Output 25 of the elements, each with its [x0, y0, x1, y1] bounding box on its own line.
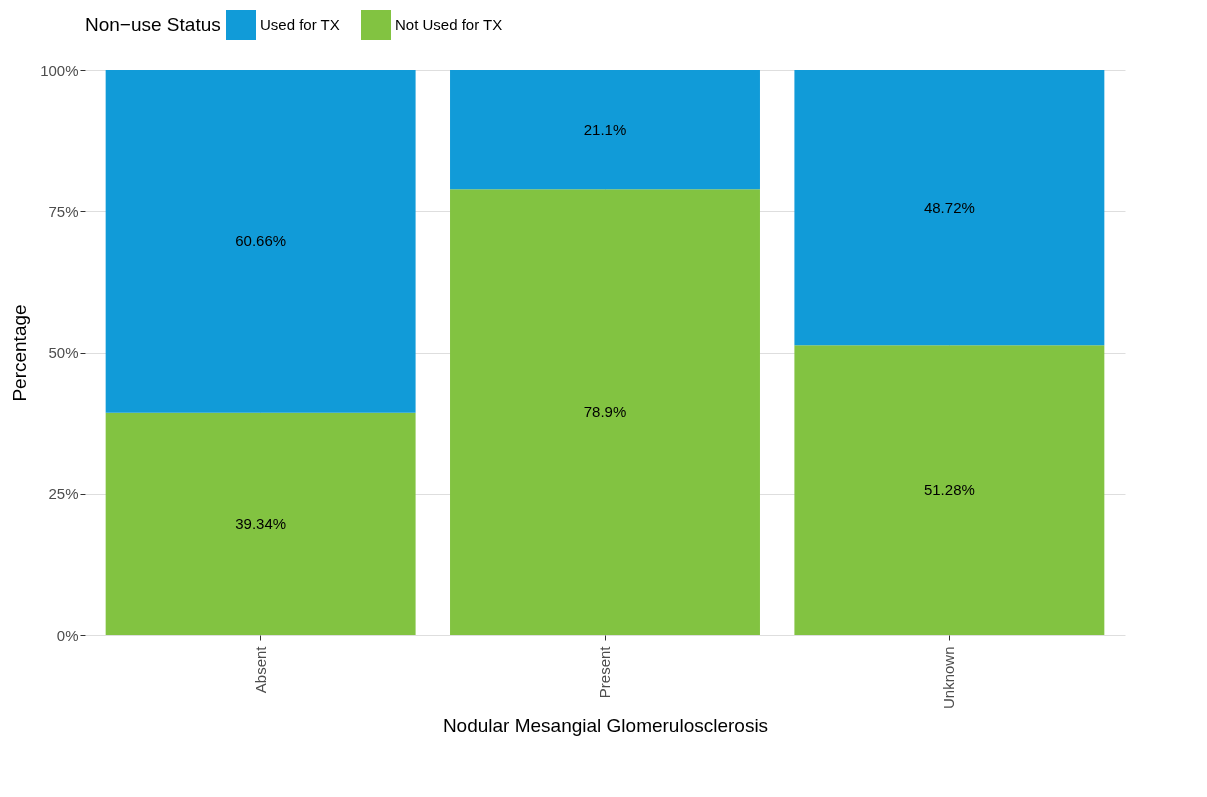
x-axis-title: Nodular Mesangial Glomerulosclerosis: [442, 715, 769, 737]
y-tick-label: 25%: [48, 485, 79, 503]
x-tick-label: Present: [596, 645, 613, 699]
legend-title: Non−use Status: [85, 14, 221, 35]
y-tick-label: 0%: [56, 626, 79, 644]
y-tick-label: 50%: [48, 344, 79, 361]
data-label: 21.1%: [583, 120, 627, 138]
y-tick-label: 100%: [40, 61, 79, 79]
bar: [105, 70, 416, 413]
x-tick-label: Absent: [251, 645, 269, 694]
data-label: 51.28%: [923, 481, 975, 499]
bar: [450, 189, 760, 635]
legend-label: Not Used for TX: [395, 16, 503, 33]
y-tick-label: 75%: [48, 202, 79, 220]
data-label: 78.9%: [583, 403, 627, 421]
bar: [794, 70, 1105, 346]
data-label: 48.72%: [923, 198, 975, 216]
x-tick-label: Unknown: [940, 646, 958, 710]
bar: [794, 345, 1105, 635]
legend-label: Used for TX: [260, 16, 340, 33]
y-axis-title: Percentage: [9, 304, 31, 402]
data-label: 60.66%: [235, 232, 287, 250]
bar: [105, 412, 416, 635]
data-label: 39.34%: [235, 514, 287, 532]
bar: [450, 70, 760, 190]
